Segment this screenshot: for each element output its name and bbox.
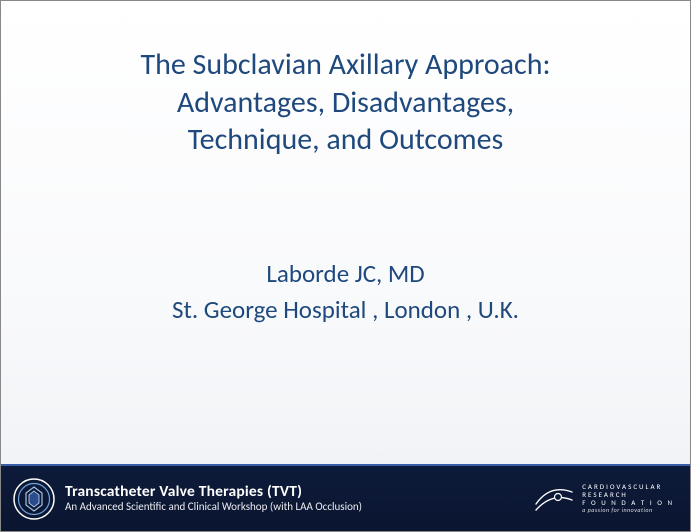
footer-subtitle: An Advanced Scientific and Clinical Work… — [65, 501, 362, 514]
footer-text-block: Transcatheter Valve Therapies (TVT) An A… — [65, 483, 362, 513]
footer-title: Transcatheter Valve Therapies (TVT) — [65, 483, 362, 501]
footer-left: Transcatheter Valve Therapies (TVT) An A… — [1, 478, 534, 520]
footer-accent-line — [1, 464, 690, 466]
crf-swoosh-icon — [534, 482, 574, 516]
author-name: Laborde JC, MD — [61, 256, 630, 292]
crf-text-block: CARDIOVASCULAR RESEARCH F O U N D A T I … — [582, 483, 674, 514]
footer-bar: Transcatheter Valve Therapies (TVT) An A… — [1, 466, 690, 531]
author-block: Laborde JC, MD St. George Hospital , Lon… — [1, 256, 690, 329]
tvt-seal-icon — [13, 478, 55, 520]
crf-tagline: a passion for innovation — [582, 507, 674, 514]
footer-right: CARDIOVASCULAR RESEARCH F O U N D A T I … — [534, 482, 690, 516]
crf-logo: CARDIOVASCULAR RESEARCH F O U N D A T I … — [534, 482, 674, 516]
title-line-2: Advantages, Disadvantages, — [71, 84, 620, 122]
slide: The Subclavian Axillary Approach: Advant… — [0, 0, 691, 532]
title-block: The Subclavian Axillary Approach: Advant… — [1, 46, 690, 159]
title-line-3: Technique, and Outcomes — [71, 121, 620, 159]
author-affiliation: St. George Hospital , London , U.K. — [61, 292, 630, 328]
title-line-1: The Subclavian Axillary Approach: — [71, 46, 620, 84]
